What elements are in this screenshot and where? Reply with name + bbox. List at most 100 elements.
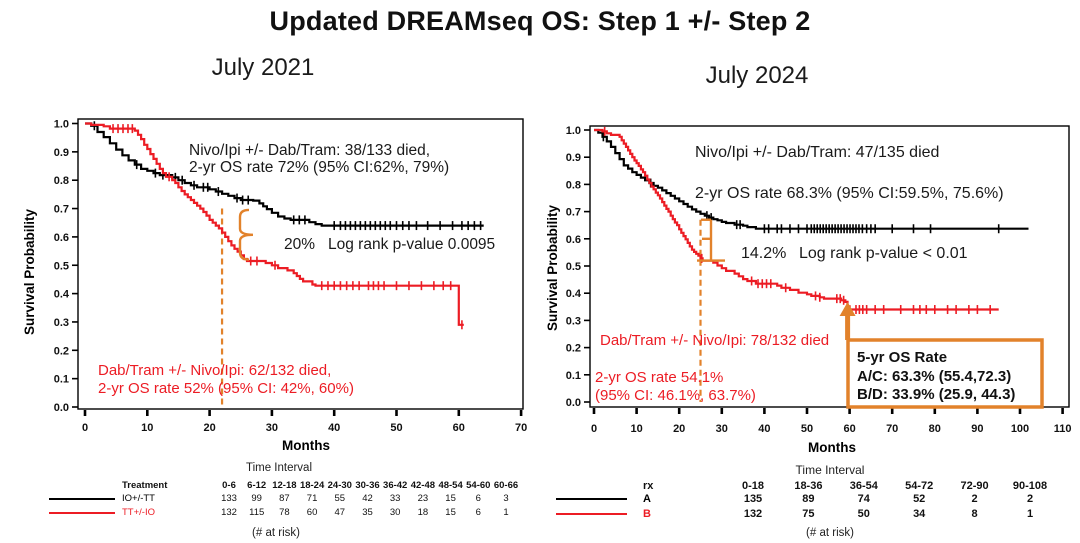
risk-interval-header: 30-36	[355, 480, 380, 491]
risk-value: 75	[802, 508, 815, 520]
risk-interval-header: 12-18	[272, 480, 297, 491]
risk-value: 78	[279, 507, 290, 518]
risk-value: 30	[389, 507, 401, 518]
x-tick-label: 30	[716, 423, 728, 435]
risk-column-header: Treatment	[122, 480, 168, 491]
logrank-pvalue-label: Log rank p-value < 0.01	[799, 245, 968, 262]
page-title: Updated DREAMseq OS: Step 1 +/- Step 2	[269, 6, 811, 36]
risk-row-label: IO+/-TT	[122, 493, 155, 504]
risk-row-label: B	[643, 508, 651, 520]
x-tick-label: 50	[390, 422, 402, 434]
y-tick-label: 0.8	[54, 175, 69, 187]
risk-row-label: A	[643, 493, 651, 505]
km-curve-B	[594, 128, 999, 311]
risk-value: 132	[743, 508, 763, 520]
risk-value: 115	[249, 507, 265, 518]
plot-frame	[77, 118, 524, 410]
risk-value: 89	[802, 493, 815, 505]
os-box-title: 5-yr OS Rate	[857, 349, 947, 366]
risk-value: 52	[913, 493, 926, 505]
risk-value: 132	[221, 507, 237, 518]
y-tick-label: 0.0	[54, 402, 69, 414]
risk-interval-header: 54-72	[905, 480, 934, 492]
subtitle-july-2021: July 2021	[211, 54, 315, 81]
y-tick-label: 0.5	[54, 260, 69, 272]
y-tick-label: 0.4	[566, 288, 582, 300]
risk-interval-header: 54-60	[466, 480, 491, 491]
risk-value: 33	[389, 493, 401, 504]
risk-column-header: rx	[643, 480, 654, 492]
risk-value: 1	[503, 507, 509, 518]
risk-value: 1	[1026, 508, 1034, 520]
y-tick-label: 0.3	[54, 317, 69, 329]
subtitle-july-2024: July 2024	[705, 62, 809, 89]
km-chart-july-2024: 0 10 20 30 40 50 60 70 80 90 100 110 1.0 0.9 0.8 0.7 0.6…	[545, 125, 1071, 455]
risk-table-title: Time Interval	[795, 463, 865, 477]
red-arm-os-annotation: 2-yr OS rate 54.1%	[595, 369, 723, 386]
x-tick-label: 80	[929, 423, 941, 435]
km-curve-A	[594, 128, 1029, 230]
x-tick-label: 10	[141, 422, 153, 434]
y-tick-label: 0.4	[54, 289, 70, 301]
risk-value: 23	[417, 493, 429, 504]
risk-value: 135	[743, 493, 763, 505]
at-risk-table-july-2021: Time Interval Treatment 0-6 6-12 12-18 18-24 2…	[0, 455, 540, 543]
y-tick-label: 0.7	[54, 204, 69, 216]
risk-table-footer: (# at risk)	[252, 527, 300, 539]
gap-percent-label: 14.2%	[741, 245, 786, 262]
risk-table-title: Time Interval	[245, 462, 313, 474]
risk-value: 99	[251, 493, 262, 504]
y-tick-label: 0.9	[566, 152, 581, 164]
y-tick-label: 0.7	[566, 207, 581, 219]
y-tick-label: 0.2	[54, 345, 69, 357]
risk-interval-header: 18-36	[794, 480, 823, 492]
x-tick-label: 10	[630, 423, 642, 435]
x-tick-label: 100	[1011, 423, 1029, 435]
risk-interval-header: 42-48	[410, 480, 436, 491]
km-curve-TT+/-IO	[85, 122, 464, 326]
x-tick-label: 60	[453, 422, 465, 434]
gap-percent-label: 20%	[284, 236, 315, 253]
risk-value: 6	[475, 507, 481, 518]
x-tick-label: 0	[82, 422, 88, 434]
risk-value: 74	[857, 493, 870, 505]
risk-value: 3	[503, 493, 509, 504]
risk-value: 71	[306, 493, 318, 504]
risk-value: 35	[362, 507, 373, 518]
y-tick-label: 0.8	[566, 179, 581, 191]
black-arm-deaths-annotation: Nivo/Ipi +/- Dab/Tram: 38/133 died,	[189, 142, 430, 159]
risk-interval-header: 0-6	[222, 480, 236, 491]
x-tick-label: 20	[673, 423, 685, 435]
risk-interval-header: 48-54	[438, 480, 463, 491]
x-tick-label: 30	[266, 422, 278, 434]
red-arm-deaths-annotation: Dab/Tram +/- Nivo/Ipi: 78/132 died	[600, 332, 829, 349]
os-rate-box	[846, 338, 1044, 409]
black-arm-os-annotation: 2-yr OS rate 72% (95% CI:62%, 79%)	[189, 159, 449, 176]
risk-value: 2	[971, 493, 978, 505]
y-tick-label: 0.3	[566, 315, 581, 327]
legend-line-IO+/-TT	[49, 498, 115, 500]
risk-interval-header: 0-18	[741, 480, 765, 492]
y-axis-title: Survival Probability	[22, 208, 37, 335]
risk-value: 2	[1026, 493, 1034, 505]
y-tick-label: 0.0	[566, 397, 581, 409]
risk-value: 8	[971, 508, 978, 520]
risk-value: 60	[306, 507, 318, 518]
risk-value: 87	[279, 493, 290, 504]
risk-value: 55	[334, 493, 346, 504]
logrank-pvalue-label: Log rank p-value 0.0095	[328, 236, 495, 253]
risk-interval-header: 24-30	[327, 480, 352, 491]
risk-row-label: TT+/-IO	[122, 507, 155, 518]
red-arm-os-annotation: 2-yr OS rate 52% (95% CI: 42%, 60%)	[98, 380, 354, 397]
os-box-arm-bd: B/D: 33.9% (25.9, 44.3)	[857, 386, 1015, 403]
risk-interval-header: 6-12	[247, 480, 267, 491]
x-tick-label: 70	[886, 423, 898, 435]
x-tick-label: 60	[843, 423, 855, 435]
x-axis-title: Months	[282, 438, 330, 453]
risk-value: 6	[475, 493, 481, 504]
x-axis-title: Months	[808, 440, 856, 455]
y-tick-label: 0.6	[566, 234, 581, 246]
risk-interval-header: 72-90	[960, 480, 989, 492]
black-arm-deaths-annotation: Nivo/Ipi +/- Dab/Tram: 47/135 died	[695, 144, 939, 161]
